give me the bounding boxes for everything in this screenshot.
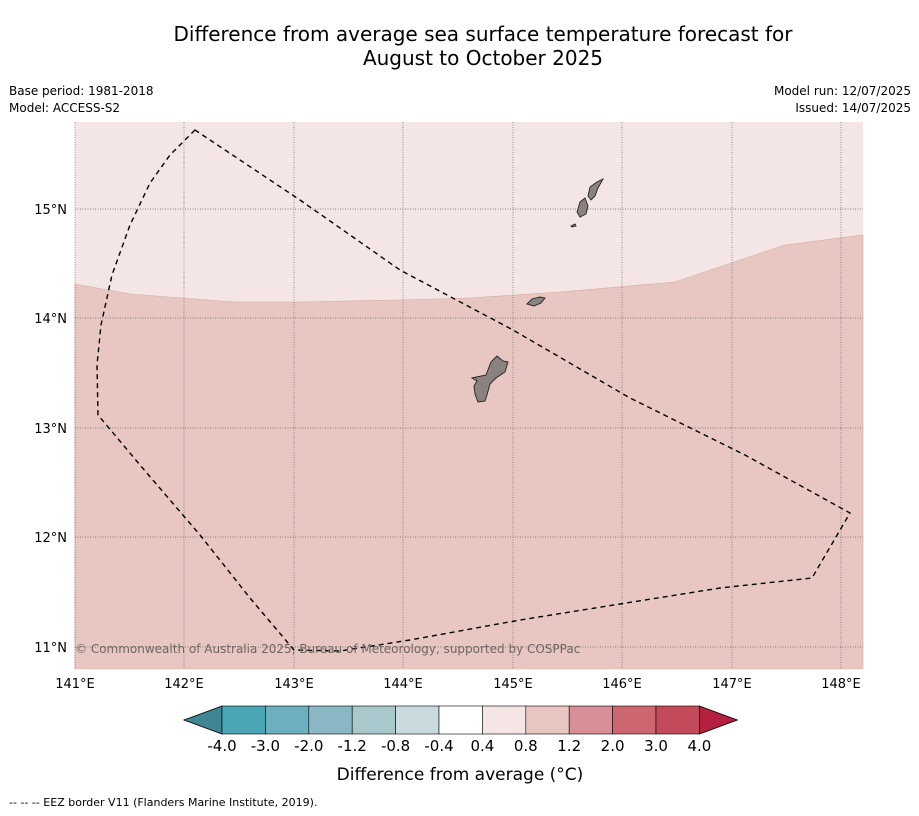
lat-label: 14°N [34,312,67,327]
island-tinian [576,197,589,218]
colorbar-tick-label: -1.2 [338,737,367,755]
lon-label: 144°E [383,677,423,692]
issued-date: Issued: 14/07/2025 [795,101,911,115]
map-gridlines [74,122,863,669]
colorbar-cell [308,705,353,735]
island-rota [526,296,546,307]
title-line-1: Difference from average sea surface temp… [173,22,793,46]
colorbar-tick-label: -2.0 [294,737,323,755]
colorbar-tick-label: -0.4 [424,737,453,755]
meta-right: Model run: 12/07/2025 Issued: 14/07/2025 [774,83,911,117]
colorbar-tick-label: 2.0 [601,737,625,755]
latitude-labels: 15°N 14°N 13°N 12°N 11°N [34,203,67,656]
colorbar-cell [655,705,700,735]
map-title: Difference from average sea surface temp… [0,22,919,70]
colorbar-tick-labels: -4.0 -3.0 -2.0 -1.2 -0.8 -0.4 0.4 0.8 1.2 2.0 3.0 4… [207,737,711,755]
lon-label: 142°E [164,677,204,692]
colorbar-tick-label: 3.0 [644,737,668,755]
model-name: Model: ACCESS-S2 [9,101,121,115]
meta-left: Base period: 1981-2018 Model: ACCESS-S2 [9,83,154,117]
lon-label: 145°E [493,677,533,692]
base-period: Base period: 1981-2018 [9,84,154,98]
colorbar-tick-label: 4.0 [687,737,711,755]
colorbar-tick-label: -3.0 [251,737,280,755]
islands [470,177,605,403]
colorbar: -4.0 -3.0 -2.0 -1.2 -0.8 -0.4 0.4 0.8 1.2 2.0 3.0 4… [182,705,739,785]
colorbar-cell [221,705,266,735]
title-line-2: August to October 2025 [362,46,604,70]
lat-label: 15°N [34,203,67,218]
colorbar-cell [612,705,657,735]
colorbar-cell [395,705,440,735]
lat-label: 12°N [34,531,67,546]
map-area: © Commonwealth of Australia 2025, Bureau… [74,122,864,670]
colorbar-label: Difference from average (°C) [337,765,584,785]
colorbar-tick-label: -0.8 [381,737,410,755]
lon-label: 148°E [821,677,861,692]
colorbar-tick-label: 1.2 [557,737,581,755]
eez-legend-note: -- -- -- EEZ border V11 (Flanders Marine… [9,796,318,809]
colorbar-cell [438,705,483,735]
lon-label: 146°E [602,677,642,692]
island-guam [470,355,509,403]
colorbar-arrow-low [182,705,223,735]
lon-label: 141°E [55,677,95,692]
colorbar-cell [568,705,613,735]
colorbar-tick-label: -4.0 [207,737,236,755]
longitude-labels: 141°E 142°E 143°E 144°E 145°E 146°E 147°… [55,677,861,692]
colorbar-cells [182,705,739,735]
colorbar-cell [265,705,310,735]
colorbar-cell [351,705,396,735]
island-aguijan [570,223,577,228]
lon-label: 147°E [712,677,752,692]
anomaly-band-0.8-1.2 [74,234,864,670]
colorbar-tick-label: 0.4 [470,737,494,755]
colorbar-cell [525,705,570,735]
colorbar-tick-label: 0.8 [514,737,538,755]
colorbar-cell [482,705,527,735]
lat-label: 13°N [34,422,67,437]
island-saipan [587,177,605,201]
colorbar-arrow-high [699,705,739,735]
lat-label: 11°N [34,641,67,656]
copyright-notice: © Commonwealth of Australia 2025, Bureau… [75,642,580,656]
lon-label: 143°E [274,677,314,692]
model-run: Model run: 12/07/2025 [773,84,911,98]
